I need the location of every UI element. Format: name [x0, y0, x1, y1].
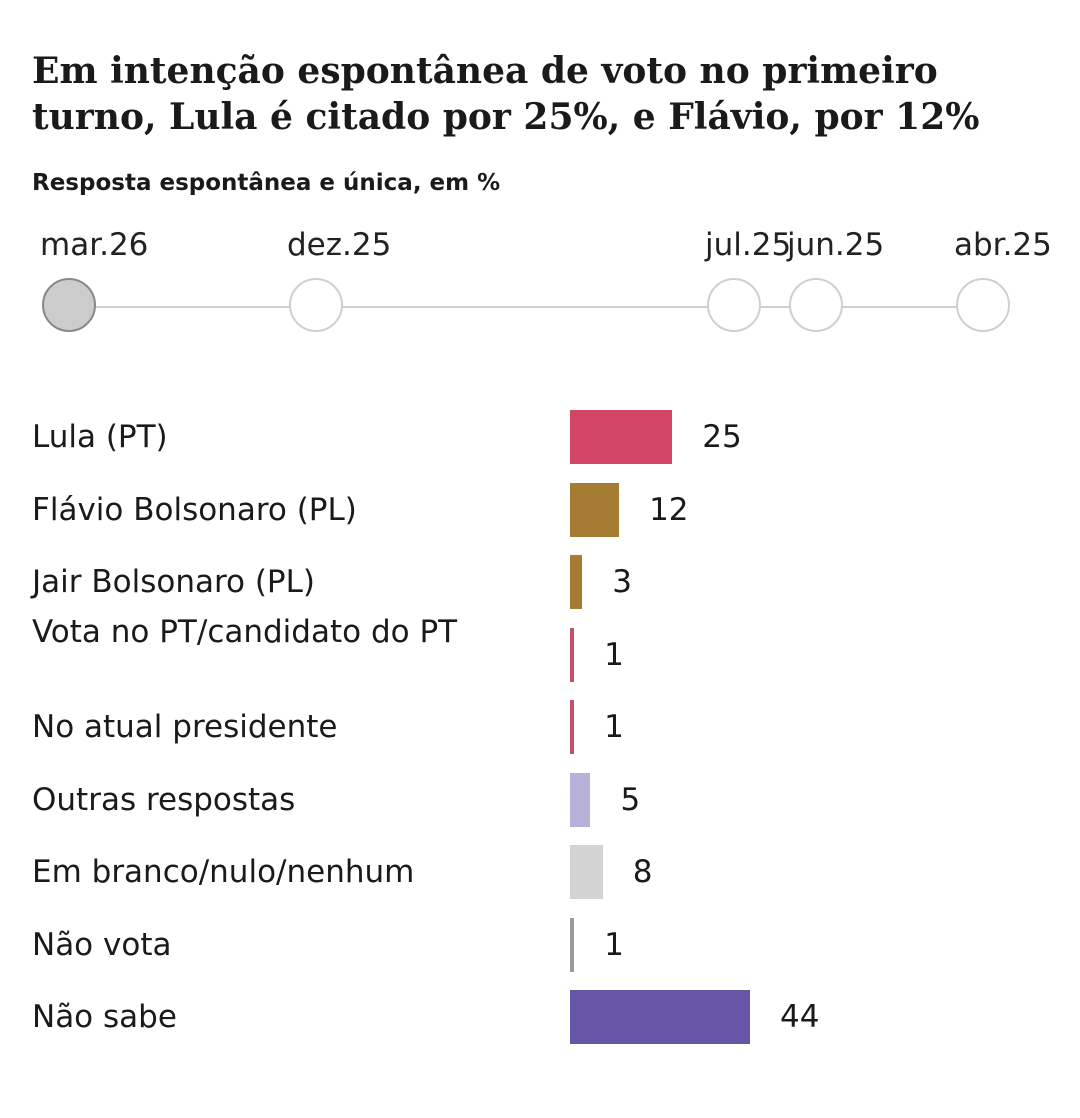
bar-value-5: 5: [620, 781, 641, 818]
period-timeline: mar.26 dez.25 jul.25 jun.25 abr.25: [0, 215, 1080, 345]
bar-label-7: Não vota: [32, 926, 172, 963]
bar-value-1: 12: [649, 491, 689, 528]
timeline-dot-2[interactable]: [707, 278, 761, 332]
chart-subtitle: Resposta espontânea e única, em %: [32, 170, 501, 196]
bar-value-0: 25: [702, 419, 742, 455]
timeline-dot-1[interactable]: [289, 278, 343, 332]
bar-label-6: Em branco/nulo/nenhum: [32, 854, 415, 890]
timeline-label-4: abr.25: [954, 227, 1052, 263]
bar-label-3: Vota no PT/candidato do PT: [32, 613, 458, 650]
bar-label-4: No atual presidente: [32, 709, 338, 745]
timeline-dot-4[interactable]: [956, 278, 1010, 332]
bar-7: [570, 917, 575, 972]
bar-0: [570, 410, 673, 464]
bar-value-3: 1: [604, 636, 624, 673]
timeline-dot-0[interactable]: [42, 278, 96, 332]
bar-label-0: Lula (PT): [32, 419, 168, 455]
bar-value-8: 44: [780, 999, 820, 1035]
bar-1: [570, 482, 620, 537]
bar-value-6: 8: [632, 854, 653, 890]
bar-label-5: Outras respostas: [32, 781, 296, 818]
bar-6: [570, 845, 603, 899]
bar-label-1: Flávio Bolsonaro (PL): [32, 491, 357, 528]
bar-4: [570, 700, 575, 754]
timeline-track: [69, 306, 983, 308]
timeline-label-0: mar.26: [40, 227, 149, 263]
bar-label-8: Não sabe: [32, 999, 177, 1035]
bar-8: [570, 990, 750, 1044]
bar-3: [570, 627, 575, 682]
timeline-label-3: jun.25: [787, 227, 885, 263]
timeline-dot-3[interactable]: [789, 278, 843, 332]
bar-value-7: 1: [604, 926, 624, 963]
chart-title: Em intenção espontânea de voto no primei…: [32, 50, 980, 138]
timeline-label-2: jul.25: [705, 227, 792, 263]
bar-value-4: 1: [604, 709, 624, 745]
bar-value-2: 3: [612, 564, 632, 600]
timeline-label-1: dez.25: [287, 227, 392, 263]
bar-label-2: Jair Bolsonaro (PL): [32, 564, 315, 600]
bar-5: [570, 772, 591, 827]
bar-2: [570, 555, 583, 609]
bar-chart: Lula (PT) 25 Flávio Bolsonaro (PL) 12 Jair B…: [0, 395, 1080, 1095]
